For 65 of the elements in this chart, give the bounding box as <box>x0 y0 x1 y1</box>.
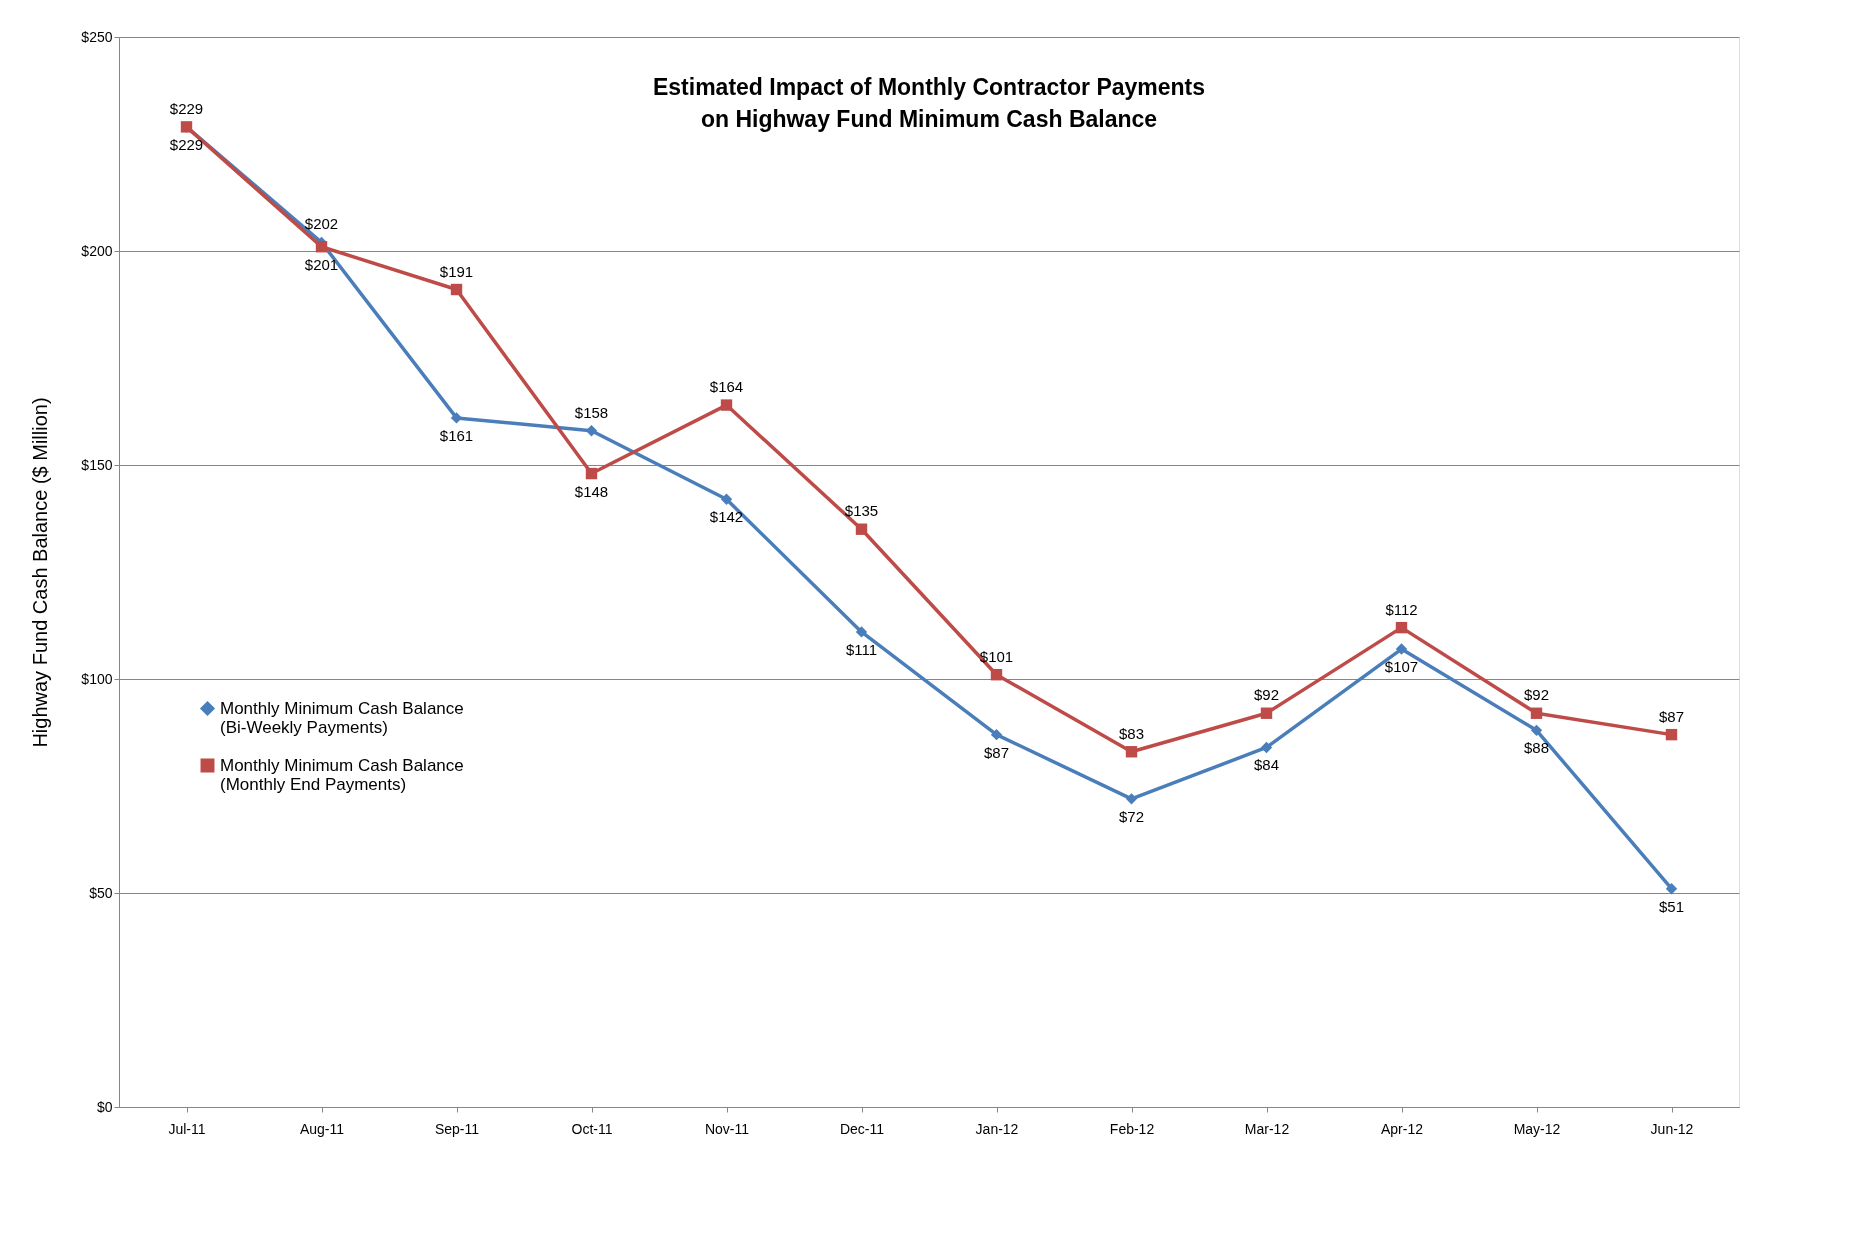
x-tick-label: Feb-12 <box>1109 1120 1155 1137</box>
data-label: $161 <box>439 426 474 444</box>
point <box>1260 741 1273 754</box>
y-tick-label: $0 <box>96 1098 113 1115</box>
point <box>1125 746 1138 758</box>
data-label: $135 <box>844 502 879 520</box>
point <box>1395 643 1408 655</box>
x-tick-label: Dec-11 <box>839 1120 885 1137</box>
data-label: $84 <box>1253 756 1280 774</box>
data-label: $148 <box>574 482 609 500</box>
data-label: $229 <box>169 99 204 117</box>
data-label: $164 <box>709 378 744 396</box>
x-tick-label: Jun-12 <box>1650 1120 1694 1137</box>
data-label: $202 <box>304 215 339 233</box>
point <box>1530 707 1543 719</box>
legend-label: Monthly Minimum Cash Balance (Monthly End Payments) <box>220 755 464 794</box>
data-label: $92 <box>1523 686 1550 704</box>
data-label: $201 <box>304 255 339 273</box>
point <box>1125 793 1138 805</box>
point <box>720 493 733 505</box>
data-label: $158 <box>574 403 609 421</box>
x-tick-label: Aug-11 <box>299 1120 345 1137</box>
data-label: $51 <box>1658 897 1685 915</box>
point <box>1395 621 1408 634</box>
point <box>450 283 463 296</box>
y-tick-label: $200 <box>81 242 113 259</box>
x-tick-label: Jul-11 <box>168 1120 206 1137</box>
text: Estimated Impact of Monthly Contractor Payments on Highway Fund Minimum Cash Balance <box>652 74 1206 132</box>
x-tick-label: Nov-11 <box>704 1120 750 1137</box>
point <box>990 669 1003 681</box>
x-tick-label: May-12 <box>1513 1120 1561 1137</box>
data-label: $111 <box>845 640 878 658</box>
data-label: $142 <box>709 508 744 526</box>
data-label: $92 <box>1253 686 1280 704</box>
y-tick-label: $100 <box>81 670 113 687</box>
y-tick-label: $50 <box>89 884 113 901</box>
y-tick-label: $250 <box>81 28 113 45</box>
x-tick-label: Sep-11 <box>434 1120 480 1137</box>
data-label: $87 <box>983 743 1010 761</box>
x-tick-label: Oct-11 <box>571 1120 613 1137</box>
point <box>1665 728 1678 741</box>
point <box>720 399 733 411</box>
data-label: $191 <box>439 262 474 280</box>
point <box>855 626 868 638</box>
data-label: $229 <box>169 135 204 153</box>
x-tick-label: Apr-12 <box>1380 1120 1424 1137</box>
point <box>990 728 1003 741</box>
point <box>1260 707 1273 719</box>
point <box>855 523 868 535</box>
data-label: $112 <box>1385 600 1418 618</box>
point <box>315 241 328 253</box>
data-label: $107 <box>1384 658 1419 676</box>
y-axis-title: Highway Fund Cash Balance ($ Million) <box>29 397 52 748</box>
data-label: $72 <box>1118 807 1145 825</box>
data-label: $101 <box>979 647 1014 665</box>
legend-label: Monthly Minimum Cash Balance (Bi-Weekly Payments) <box>220 698 464 737</box>
x-tick-label: Mar-12 <box>1244 1120 1290 1137</box>
point <box>1665 883 1678 895</box>
point <box>1530 724 1543 737</box>
y-tick-label: $150 <box>81 456 113 473</box>
data-label: $83 <box>1118 724 1145 742</box>
data-label: $87 <box>1658 707 1685 725</box>
data-label: $88 <box>1523 739 1550 757</box>
x-tick-label: Jan-12 <box>975 1120 1019 1137</box>
point <box>585 467 598 480</box>
